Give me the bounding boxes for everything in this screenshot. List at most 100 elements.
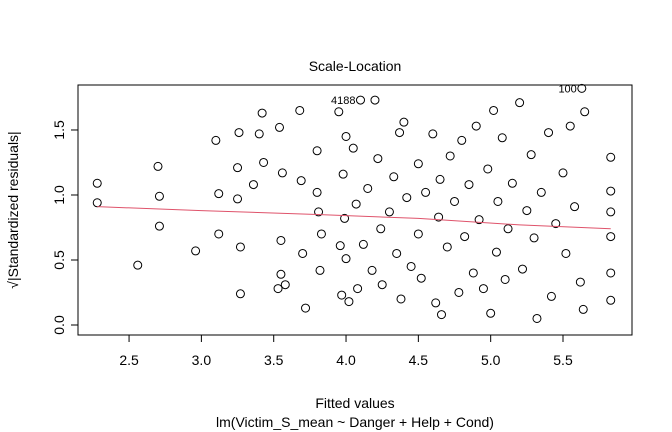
point — [532, 313, 542, 323]
y-tick-label: 0.0 — [51, 315, 67, 335]
x-tick-label: 3.0 — [192, 352, 212, 368]
point — [273, 284, 283, 294]
point — [406, 261, 416, 271]
point — [570, 202, 580, 212]
point — [280, 280, 290, 290]
point — [428, 129, 438, 139]
point — [92, 198, 102, 208]
point — [296, 176, 306, 186]
point — [431, 298, 441, 308]
point — [483, 164, 493, 174]
point — [370, 95, 380, 105]
point — [353, 284, 363, 294]
y-tick-label: 0.5 — [51, 250, 67, 270]
point — [486, 308, 496, 318]
point — [577, 83, 587, 93]
x-tick-label: 3.5 — [264, 352, 284, 368]
point — [358, 239, 368, 249]
point — [257, 108, 267, 118]
point — [606, 152, 616, 162]
x-tick-label: 5.5 — [553, 352, 573, 368]
point — [154, 191, 164, 201]
point — [298, 248, 308, 258]
point — [402, 193, 412, 203]
point — [295, 105, 305, 115]
point — [351, 199, 361, 209]
point — [551, 219, 561, 229]
x-tick-label: 5.0 — [481, 352, 501, 368]
point — [471, 121, 481, 131]
point — [515, 98, 525, 108]
point — [211, 135, 221, 145]
point — [133, 260, 143, 270]
point — [395, 128, 405, 138]
point-label: 100 — [558, 83, 576, 95]
point — [377, 280, 387, 290]
point — [491, 247, 501, 257]
subtitle: lm(Victim_S_mean ~ Danger + Help + Cond) — [216, 414, 494, 430]
point — [421, 187, 431, 197]
point — [606, 295, 616, 305]
point — [389, 172, 399, 182]
point — [500, 274, 510, 284]
point — [92, 178, 102, 188]
point — [413, 229, 423, 239]
point — [435, 174, 445, 184]
point — [234, 128, 244, 138]
point — [191, 246, 201, 256]
point — [575, 277, 585, 287]
x-axis-label: Fitted values — [315, 395, 394, 411]
point — [392, 248, 402, 258]
point — [315, 265, 325, 275]
point — [235, 242, 245, 252]
point — [442, 242, 452, 252]
point — [416, 273, 426, 283]
point — [376, 224, 386, 234]
point — [522, 206, 532, 216]
point — [561, 248, 571, 258]
point — [355, 95, 365, 105]
point — [478, 284, 488, 294]
point — [450, 196, 460, 206]
point — [558, 168, 568, 178]
point — [518, 264, 528, 274]
point — [526, 150, 536, 160]
point — [580, 107, 590, 117]
point — [341, 254, 351, 264]
point — [276, 269, 286, 279]
point — [259, 157, 269, 167]
point — [233, 194, 243, 204]
x-tick-label: 4.5 — [409, 352, 429, 368]
point — [335, 241, 345, 251]
point — [606, 186, 616, 196]
point — [606, 232, 616, 242]
point — [434, 212, 444, 222]
point — [337, 290, 347, 300]
point — [235, 289, 245, 299]
point — [529, 233, 539, 243]
point — [348, 143, 358, 153]
point — [214, 229, 224, 239]
point — [565, 121, 575, 131]
point — [314, 207, 324, 217]
x-tick-label: 2.5 — [119, 352, 139, 368]
point — [457, 135, 467, 145]
point — [153, 161, 163, 171]
point — [436, 310, 446, 320]
point — [363, 183, 373, 193]
point — [340, 213, 350, 223]
point — [507, 178, 517, 188]
point — [493, 196, 503, 206]
point — [344, 297, 354, 307]
x-tick-label: 4.0 — [336, 352, 356, 368]
point — [312, 187, 322, 197]
point — [396, 294, 406, 304]
point — [546, 291, 556, 301]
plot-box — [77, 84, 633, 336]
point — [399, 117, 409, 127]
point — [544, 128, 554, 138]
point — [274, 122, 284, 132]
point — [334, 107, 344, 117]
point — [341, 131, 351, 141]
chart-title: Scale-Location — [309, 58, 402, 74]
